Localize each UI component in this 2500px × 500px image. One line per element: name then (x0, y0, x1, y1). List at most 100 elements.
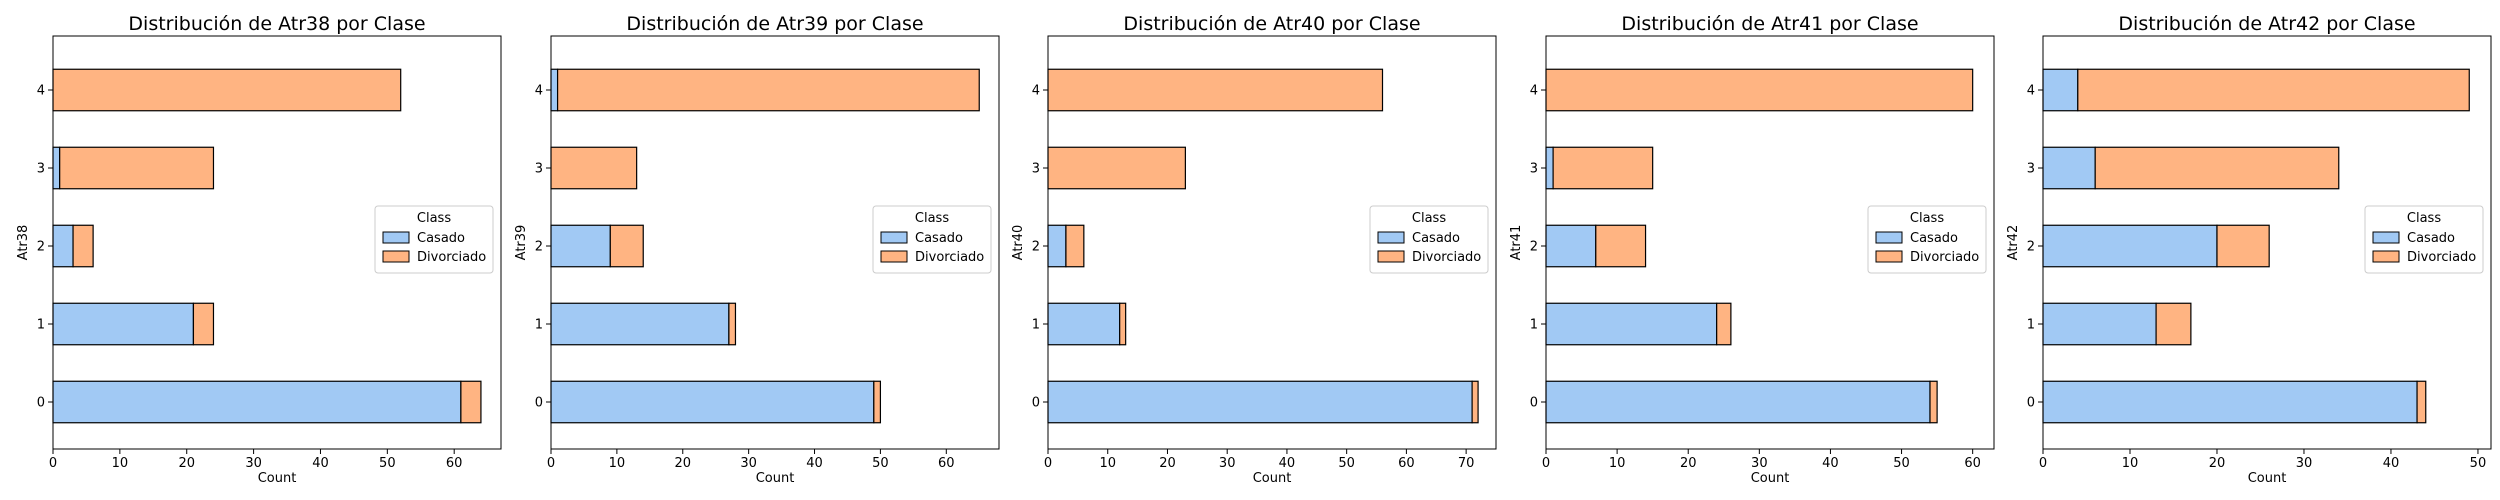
legend: Class Casado Divorciado (872, 205, 992, 274)
x-tick-label: 0 (1542, 456, 1550, 471)
legend-label-divorciado: Divorciado (915, 250, 984, 265)
legend-label-casado: Casado (2407, 231, 2455, 246)
y-tick-label: 3 (1530, 162, 1538, 177)
y-tick-label: 4 (1530, 84, 1538, 99)
y-tick-label: 2 (37, 240, 45, 255)
bar-divorciado-3 (550, 146, 638, 190)
bar-casado-0 (550, 380, 875, 424)
x-tick-label: 30 (1751, 456, 1768, 471)
x-tick-label: 10 (2122, 456, 2139, 471)
y-axis-label: Atr41 (1509, 225, 1524, 261)
chart-panel-1: 0 10 20 30 40 50 60 0 1 2 3 4 Distribución de Atr39 … (514, 13, 1000, 486)
bar-casado-2 (2042, 224, 2218, 268)
legend: Class Casado Divorciado (2364, 205, 2484, 274)
legend-swatch-divorciado (880, 250, 908, 263)
x-tick-label: 10 (112, 456, 129, 471)
chart-title: Distribución de Atr42 por Clase (2118, 13, 2415, 35)
x-tick-label: 20 (178, 456, 195, 471)
bar-divorciado-0 (1929, 380, 1938, 424)
x-tick-label: 30 (1219, 456, 1236, 471)
legend-swatch-casado (382, 231, 410, 244)
bar-casado-0 (1545, 380, 1931, 424)
x-tick-label: 50 (1338, 456, 1355, 471)
y-axis-label: Atr40 (1011, 225, 1026, 261)
x-tick-label: 60 (1964, 456, 1981, 471)
bar-divorciado-3 (1047, 146, 1186, 190)
axes-frame (2042, 35, 2492, 450)
legend-label-divorciado: Divorciado (1910, 250, 1979, 265)
bar-divorciado-1 (1716, 302, 1732, 346)
bar-casado-3 (52, 146, 61, 190)
legend-title: Class (1412, 211, 1446, 226)
x-tick-label: 10 (1099, 456, 1116, 471)
x-tick-label: 70 (1458, 456, 1475, 471)
bar-divorciado-3 (2094, 146, 2340, 190)
y-tick-label: 3 (1032, 162, 1040, 177)
y-tick-label: 4 (1032, 84, 1040, 99)
bar-divorciado-4 (1545, 68, 1974, 112)
y-tick-label: 4 (37, 84, 45, 99)
x-tick-label: 60 (938, 456, 955, 471)
x-tick-label: 40 (2383, 456, 2400, 471)
y-tick-label: 1 (535, 318, 543, 333)
chart-title: Distribución de Atr40 por Clase (1123, 13, 1420, 35)
legend-swatch-divorciado (1875, 250, 1903, 263)
x-axis-label: Count (258, 471, 297, 486)
bar-divorciado-0 (873, 380, 882, 424)
x-axis-label: Count (1751, 471, 1790, 486)
x-tick-label: 40 (312, 456, 329, 471)
bar-divorciado-4 (2077, 68, 2470, 112)
x-tick-label: 0 (2039, 456, 2047, 471)
y-tick-label: 3 (535, 162, 543, 177)
y-tick-label: 1 (1032, 318, 1040, 333)
bar-divorciado-2 (1595, 224, 1647, 268)
bar-casado-1 (2042, 302, 2157, 346)
bar-casado-2 (1047, 224, 1067, 268)
y-tick-label: 0 (535, 396, 543, 411)
x-tick-label: 50 (379, 456, 396, 471)
bar-casado-4 (2042, 68, 2079, 112)
legend-title: Class (417, 211, 451, 226)
bar-divorciado-1 (192, 302, 215, 346)
y-tick-label: 2 (535, 240, 543, 255)
bar-casado-2 (52, 224, 74, 268)
legend-label-divorciado: Divorciado (1412, 250, 1481, 265)
x-tick-label: 50 (2470, 456, 2487, 471)
bar-divorciado-4 (52, 68, 402, 112)
y-tick-label: 1 (2027, 318, 2035, 333)
x-tick-label: 30 (2296, 456, 2313, 471)
bar-divorciado-3 (59, 146, 215, 190)
x-tick-label: 40 (806, 456, 823, 471)
bar-casado-1 (1047, 302, 1121, 346)
bar-divorciado-4 (1047, 68, 1384, 112)
legend-label-casado: Casado (417, 231, 465, 246)
axes-frame (52, 35, 502, 450)
bar-divorciado-2 (1065, 224, 1085, 268)
y-axis-label: Atr39 (514, 225, 529, 261)
y-axis-label: Atr42 (2006, 225, 2021, 261)
legend: Class Casado Divorciado (1369, 205, 1489, 274)
x-axis-label: Count (1253, 471, 1292, 486)
x-tick-label: 10 (609, 456, 626, 471)
bar-casado-3 (1545, 146, 1554, 190)
x-axis-label: Count (756, 471, 795, 486)
bar-divorciado-1 (2155, 302, 2192, 346)
bar-casado-4 (550, 68, 559, 112)
y-tick-label: 0 (1032, 396, 1040, 411)
x-tick-label: 0 (1044, 456, 1052, 471)
bar-casado-0 (52, 380, 462, 424)
bar-casado-0 (1047, 380, 1473, 424)
legend-swatch-divorciado (1377, 250, 1405, 263)
x-tick-label: 40 (1279, 456, 1296, 471)
legend-swatch-casado (1875, 231, 1903, 244)
bar-divorciado-1 (1119, 302, 1127, 346)
y-tick-label: 3 (37, 162, 45, 177)
bar-divorciado-4 (556, 68, 980, 112)
bar-casado-1 (550, 302, 730, 346)
x-tick-label: 50 (872, 456, 889, 471)
bar-divorciado-0 (1471, 380, 1479, 424)
chart-panel-4: 0 10 20 30 40 50 0 1 2 3 4 Distribución de Atr42 po… (2006, 13, 2492, 486)
bar-casado-2 (550, 224, 611, 268)
y-tick-label: 4 (2027, 84, 2035, 99)
bar-divorciado-3 (1552, 146, 1654, 190)
